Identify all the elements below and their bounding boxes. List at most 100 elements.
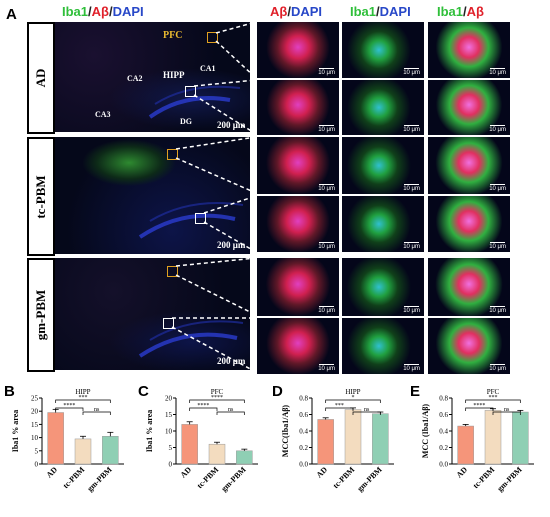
y-tick-label: 0.8 bbox=[299, 395, 308, 403]
header-part: DAPI bbox=[379, 4, 411, 19]
bar bbox=[317, 419, 334, 465]
tile-scalebar: 10 μm bbox=[318, 364, 335, 372]
tile-scalebar: 10 μm bbox=[318, 68, 335, 76]
y-axis-label: MCC(Iba1/Aβ) bbox=[281, 405, 290, 458]
header-part: Aβ bbox=[466, 4, 484, 19]
y-tick-label: 0.8 bbox=[439, 395, 448, 403]
zoom-tile: 10 μm bbox=[342, 196, 424, 252]
x-tick-label: tc-PBM bbox=[331, 465, 357, 491]
x-tick-label: gm-PBM bbox=[85, 465, 114, 494]
y-tick-label: 10 bbox=[165, 428, 173, 436]
significance-label: * bbox=[352, 395, 355, 401]
panel-b-label: B bbox=[4, 383, 15, 400]
tile-scalebar: 10 μm bbox=[489, 242, 506, 250]
chart-title: HIPP bbox=[345, 388, 360, 396]
significance-label: **** bbox=[473, 403, 485, 409]
significance-bracket bbox=[189, 399, 245, 403]
x-tick-label: gm-PBM bbox=[219, 465, 248, 494]
header-part: / bbox=[108, 4, 113, 19]
zoom-tile: 10 μm bbox=[428, 137, 510, 194]
region-hipp: HIPP bbox=[163, 70, 185, 80]
roi-box-pfc bbox=[167, 266, 178, 277]
zoom-tile: 10 μm bbox=[257, 80, 339, 135]
region-ca2: CA2 bbox=[127, 74, 143, 83]
chart-title: PFC bbox=[487, 388, 500, 396]
significance-bracket bbox=[352, 411, 381, 415]
bar bbox=[236, 450, 253, 465]
bar bbox=[208, 443, 226, 465]
header-part: / bbox=[88, 4, 92, 19]
y-tick-label: 20 bbox=[165, 395, 173, 403]
significance-label: **** bbox=[63, 403, 75, 409]
tile-scalebar: 10 μm bbox=[489, 184, 506, 192]
x-tick-label: gm-PBM bbox=[355, 465, 384, 494]
y-tick-label: 15 bbox=[165, 411, 173, 419]
chart-title: PFC bbox=[211, 388, 224, 396]
tile-scalebar: 10 μm bbox=[403, 184, 420, 192]
region-ca3: CA3 bbox=[95, 110, 111, 119]
roi-box-pfc bbox=[167, 149, 178, 160]
significance-label: *** bbox=[335, 403, 344, 409]
significance-label: ns bbox=[504, 407, 510, 413]
row-label-gm-pbm: gm-PBM bbox=[27, 258, 55, 372]
panel-e-label: E bbox=[410, 383, 421, 400]
significance-bracket bbox=[82, 411, 111, 415]
bar bbox=[181, 424, 198, 465]
tile-scalebar: 10 μm bbox=[403, 68, 420, 76]
y-tick-label: 0.2 bbox=[439, 444, 448, 452]
header-part: / bbox=[463, 4, 467, 19]
x-tick-label: tc-PBM bbox=[61, 465, 87, 491]
y-tick-label: 15 bbox=[31, 421, 39, 429]
zoom-tile: 10 μm bbox=[257, 258, 339, 316]
tile-scalebar: 10 μm bbox=[489, 68, 506, 76]
tile-scalebar: 10 μm bbox=[403, 364, 420, 372]
significance-bracket bbox=[325, 407, 354, 411]
y-tick-label: 20 bbox=[31, 408, 39, 416]
zoom-tile: 10 μm bbox=[257, 22, 339, 78]
y-tick-label: 0.2 bbox=[299, 444, 308, 452]
overview-image-ad: PFC HIPP CA1 CA2 CA3 DG 200 μm bbox=[55, 22, 250, 132]
roi-box-hipp bbox=[163, 318, 174, 329]
x-tick-label: gm-PBM bbox=[495, 465, 524, 494]
significance-label: ns bbox=[94, 407, 100, 413]
x-tick-label: AD bbox=[315, 465, 330, 480]
zoom-tile: 10 μm bbox=[428, 196, 510, 252]
y-tick-label: 0 bbox=[169, 461, 173, 469]
header-part: Aβ bbox=[270, 4, 288, 19]
header-part: / bbox=[376, 4, 380, 19]
significance-bracket bbox=[55, 399, 111, 403]
significance-label: *** bbox=[489, 395, 498, 401]
y-axis-label: Iba1 % area bbox=[145, 410, 154, 453]
significance-bracket bbox=[55, 407, 84, 411]
header-part: Aβ bbox=[91, 4, 109, 19]
significance-bracket bbox=[325, 399, 381, 403]
significance-bracket bbox=[465, 407, 494, 411]
chart-title: HIPP bbox=[75, 388, 90, 396]
y-tick-label: 5 bbox=[35, 447, 39, 455]
significance-bracket bbox=[465, 399, 521, 403]
tile-scalebar: 10 μm bbox=[318, 242, 335, 250]
significance-bracket bbox=[492, 411, 521, 415]
zoom-tile: 10 μm bbox=[428, 258, 510, 316]
bar bbox=[344, 409, 362, 465]
header-overview: Iba1/Aβ/DAPI bbox=[62, 4, 242, 19]
tile-scalebar: 10 μm bbox=[489, 125, 506, 133]
roi-box-hipp bbox=[195, 213, 206, 224]
tile-scalebar: 10 μm bbox=[318, 306, 335, 314]
significance-bracket bbox=[189, 407, 218, 411]
zoom-tile: 10 μm bbox=[428, 22, 510, 78]
significance-label: ns bbox=[228, 407, 234, 413]
roi-box-hipp bbox=[185, 86, 196, 97]
x-tick-label: tc-PBM bbox=[195, 465, 221, 491]
zoom-tile: 10 μm bbox=[342, 22, 424, 78]
bar bbox=[512, 411, 529, 465]
overview-scalebar: 200 μm bbox=[217, 356, 246, 366]
y-tick-label: 0.0 bbox=[439, 461, 448, 469]
zoom-tile: 10 μm bbox=[342, 137, 424, 194]
zoom-tile: 10 μm bbox=[257, 196, 339, 252]
tile-scalebar: 10 μm bbox=[318, 184, 335, 192]
x-tick-label: AD bbox=[455, 465, 470, 480]
y-tick-label: 0.6 bbox=[439, 411, 448, 419]
y-tick-label: 0.0 bbox=[299, 461, 308, 469]
overview-scalebar: 200 μm bbox=[217, 240, 246, 250]
